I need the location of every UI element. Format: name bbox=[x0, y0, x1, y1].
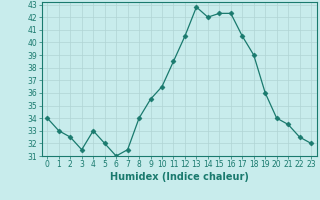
X-axis label: Humidex (Indice chaleur): Humidex (Indice chaleur) bbox=[110, 172, 249, 182]
